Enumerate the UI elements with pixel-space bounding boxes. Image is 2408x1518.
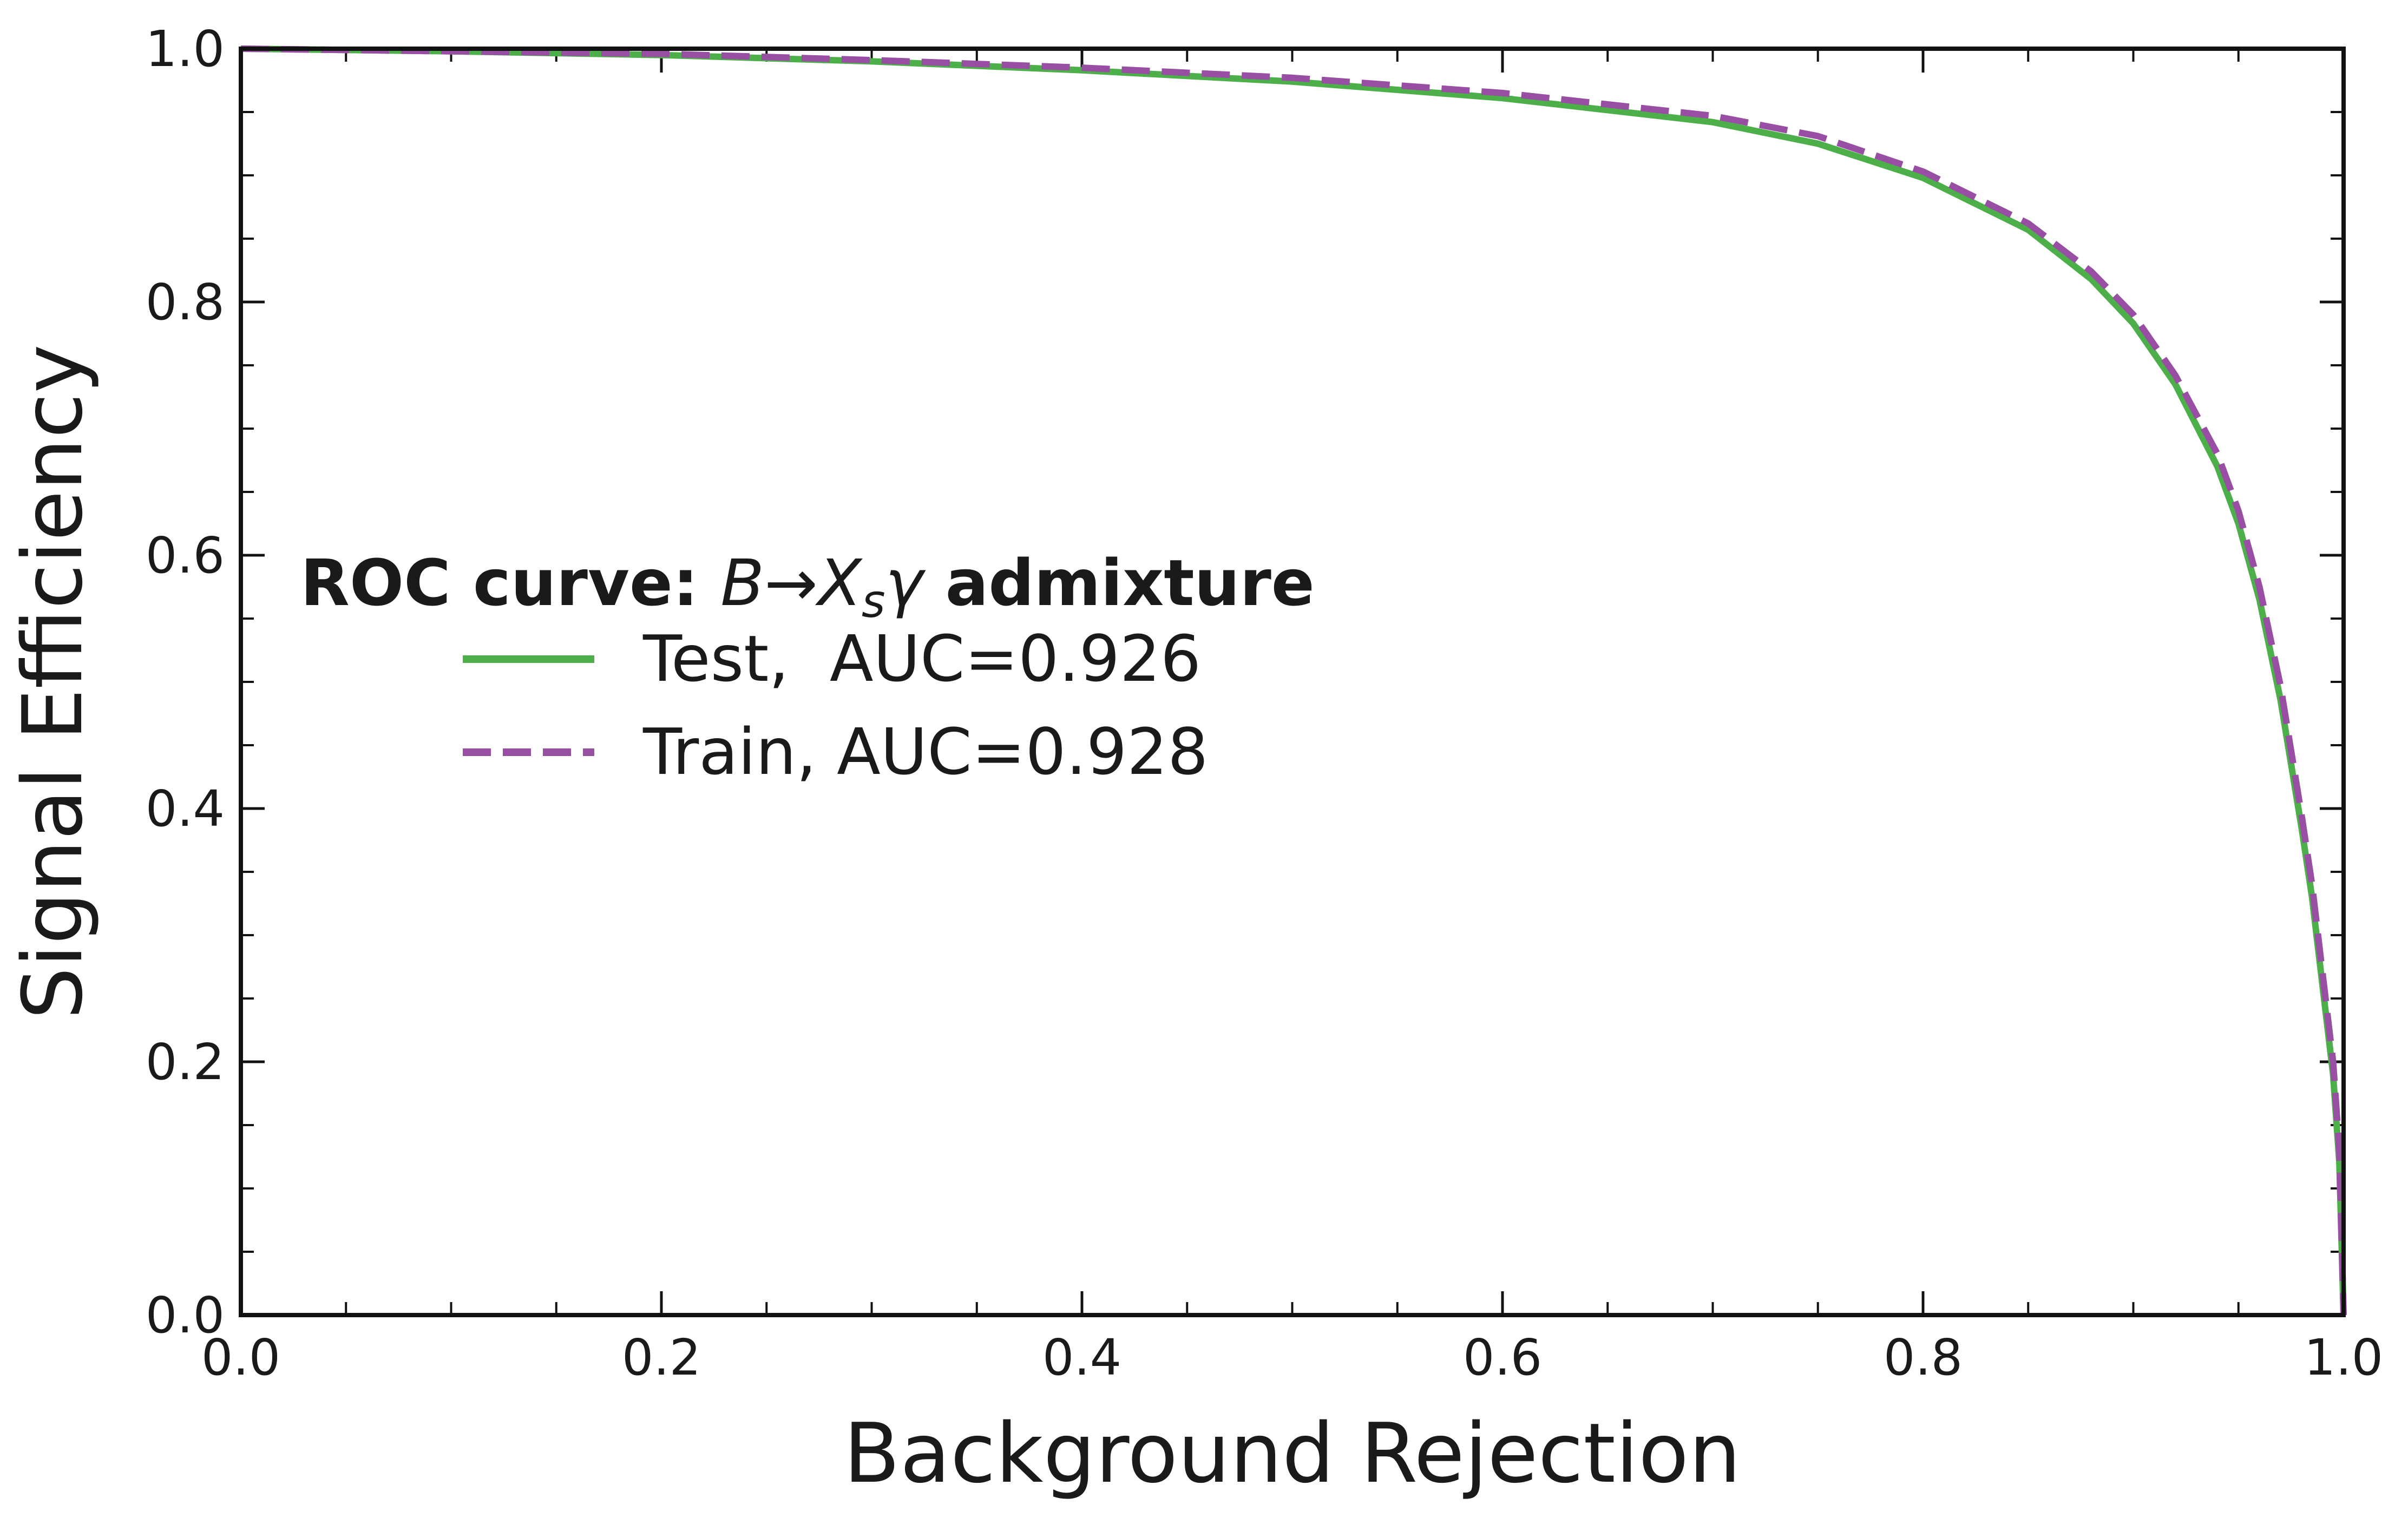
tick-labels: 0.0 0.2 0.4 0.6 0.8 1.0 0.0 0.2 0.4 0.6 0.8 1.0	[146, 20, 2383, 1386]
roc-curve-train	[240, 45, 2347, 1316]
x-tick-label: 0.2	[622, 1329, 701, 1386]
y-tick-label: 0.2	[146, 1033, 225, 1091]
legend-title: ROC curve: B→Xsγ admixture	[300, 546, 1315, 628]
x-axis-label: Background Rejection	[844, 1405, 1741, 1501]
legend-label-train: Train, AUC=0.928	[642, 714, 1208, 789]
y-tick-label: 0.0	[146, 1286, 225, 1344]
x-tick-label: 0.8	[1884, 1329, 1963, 1386]
legend-title-x: X	[815, 546, 863, 620]
legend-title-b: B	[720, 546, 764, 620]
legend-label-test: Test, AUC=0.926	[642, 621, 1201, 696]
y-tick-label: 0.8	[146, 273, 225, 331]
x-tick-label: 0.0	[201, 1329, 280, 1386]
x-tick-label: 1.0	[2304, 1329, 2383, 1386]
plot-frame	[239, 47, 2346, 1317]
x-tick-label: 0.4	[1042, 1329, 1121, 1386]
legend-title-sub: s	[862, 575, 885, 628]
y-axis-label: Signal Efficiency	[5, 344, 101, 1019]
roc-curves	[240, 45, 2347, 1316]
y-tick-label: 0.6	[146, 527, 225, 584]
x-tick-label: 0.6	[1463, 1329, 1542, 1386]
legend-title-suffix: admixture	[923, 546, 1315, 620]
y-tick-label: 0.4	[146, 780, 225, 838]
legend: ROC curve: B→Xsγ admixture Test, AUC=0.9…	[300, 546, 1315, 789]
legend-title-prefix: ROC curve:	[300, 546, 720, 620]
y-tick-label: 1.0	[146, 20, 225, 78]
legend-title-gamma: γ	[885, 546, 926, 620]
legend-title-arrow: →	[764, 546, 818, 620]
